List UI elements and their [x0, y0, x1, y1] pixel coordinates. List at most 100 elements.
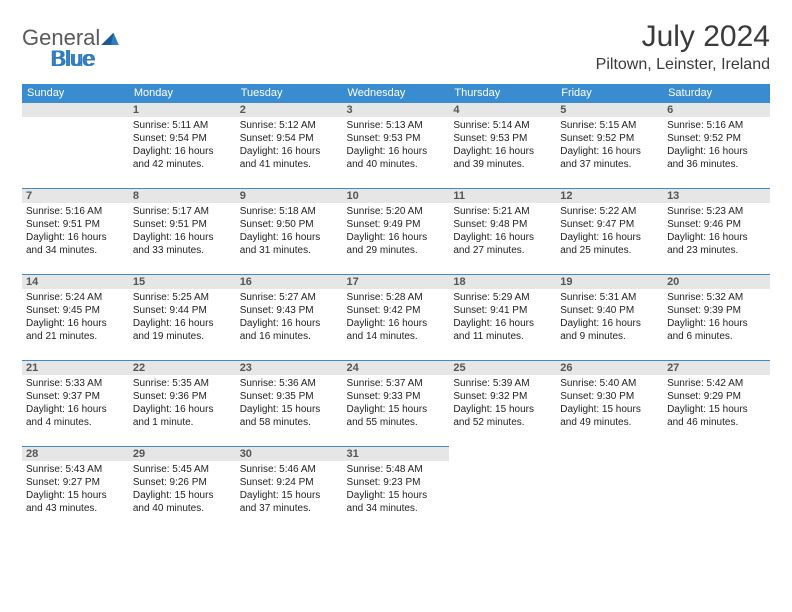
calendar-cell: 18Sunrise: 5:29 AMSunset: 9:41 PMDayligh… — [449, 274, 556, 360]
calendar-week-row: 28Sunrise: 5:43 AMSunset: 9:27 PMDayligh… — [22, 446, 770, 532]
day-number: 7 — [22, 188, 129, 203]
calendar-cell: 25Sunrise: 5:39 AMSunset: 9:32 PMDayligh… — [449, 360, 556, 446]
day-content: Sunrise: 5:17 AMSunset: 9:51 PMDaylight:… — [129, 203, 236, 257]
day-content: Sunrise: 5:31 AMSunset: 9:40 PMDaylight:… — [556, 289, 663, 343]
calendar-week-row: 7Sunrise: 5:16 AMSunset: 9:51 PMDaylight… — [22, 188, 770, 274]
day-content: Sunrise: 5:33 AMSunset: 9:37 PMDaylight:… — [22, 375, 129, 429]
day-number: 27 — [663, 360, 770, 375]
day-number: 28 — [22, 446, 129, 461]
day-number: 29 — [129, 446, 236, 461]
logo-triangle-icon — [101, 31, 119, 48]
calendar-cell: 27Sunrise: 5:42 AMSunset: 9:29 PMDayligh… — [663, 360, 770, 446]
day-content: Sunrise: 5:35 AMSunset: 9:36 PMDaylight:… — [129, 375, 236, 429]
day-content: Sunrise: 5:15 AMSunset: 9:52 PMDaylight:… — [556, 117, 663, 171]
calendar-cell: 12Sunrise: 5:22 AMSunset: 9:47 PMDayligh… — [556, 188, 663, 274]
day-content: Sunrise: 5:39 AMSunset: 9:32 PMDaylight:… — [449, 375, 556, 429]
day-number: 8 — [129, 188, 236, 203]
calendar-cell: 8Sunrise: 5:17 AMSunset: 9:51 PMDaylight… — [129, 188, 236, 274]
calendar-cell: 1Sunrise: 5:11 AMSunset: 9:54 PMDaylight… — [129, 102, 236, 188]
calendar-cell: 13Sunrise: 5:23 AMSunset: 9:46 PMDayligh… — [663, 188, 770, 274]
calendar-cell: 21Sunrise: 5:33 AMSunset: 9:37 PMDayligh… — [22, 360, 129, 446]
day-number: 17 — [343, 274, 450, 289]
day-number: 30 — [236, 446, 343, 461]
day-number: 19 — [556, 274, 663, 289]
day-number: 31 — [343, 446, 450, 461]
day-content: Sunrise: 5:14 AMSunset: 9:53 PMDaylight:… — [449, 117, 556, 171]
day-content: Sunrise: 5:18 AMSunset: 9:50 PMDaylight:… — [236, 203, 343, 257]
day-number: 22 — [129, 360, 236, 375]
day-content: Sunrise: 5:20 AMSunset: 9:49 PMDaylight:… — [343, 203, 450, 257]
day-content: Sunrise: 5:11 AMSunset: 9:54 PMDaylight:… — [129, 117, 236, 171]
day-number: 13 — [663, 188, 770, 203]
day-number: 14 — [22, 274, 129, 289]
day-number: 23 — [236, 360, 343, 375]
location-text: Piltown, Leinster, Ireland — [596, 56, 770, 74]
day-content: Sunrise: 5:42 AMSunset: 9:29 PMDaylight:… — [663, 375, 770, 429]
day-number: 2 — [236, 102, 343, 117]
day-number: 4 — [449, 102, 556, 117]
title-block: July 2024 Piltown, Leinster, Ireland — [596, 20, 770, 74]
calendar-cell: 6Sunrise: 5:16 AMSunset: 9:52 PMDaylight… — [663, 102, 770, 188]
calendar-cell: 9Sunrise: 5:18 AMSunset: 9:50 PMDaylight… — [236, 188, 343, 274]
day-number: 12 — [556, 188, 663, 203]
day-content: Sunrise: 5:27 AMSunset: 9:43 PMDaylight:… — [236, 289, 343, 343]
calendar-cell — [22, 102, 129, 188]
calendar-table: Sunday Monday Tuesday Wednesday Thursday… — [22, 84, 770, 532]
day-content: Sunrise: 5:43 AMSunset: 9:27 PMDaylight:… — [22, 461, 129, 515]
calendar-cell: 30Sunrise: 5:46 AMSunset: 9:24 PMDayligh… — [236, 446, 343, 532]
weekday-header: Saturday — [663, 84, 770, 102]
day-number: 16 — [236, 274, 343, 289]
day-content: Sunrise: 5:40 AMSunset: 9:30 PMDaylight:… — [556, 375, 663, 429]
weekday-header-row: Sunday Monday Tuesday Wednesday Thursday… — [22, 84, 770, 102]
calendar-cell: 7Sunrise: 5:16 AMSunset: 9:51 PMDaylight… — [22, 188, 129, 274]
calendar-cell — [663, 446, 770, 532]
day-number: 5 — [556, 102, 663, 117]
calendar-cell: 11Sunrise: 5:21 AMSunset: 9:48 PMDayligh… — [449, 188, 556, 274]
day-number: 11 — [449, 188, 556, 203]
day-content: Sunrise: 5:16 AMSunset: 9:51 PMDaylight:… — [22, 203, 129, 257]
weekday-header: Wednesday — [343, 84, 450, 102]
day-content: Sunrise: 5:36 AMSunset: 9:35 PMDaylight:… — [236, 375, 343, 429]
day-number: 24 — [343, 360, 450, 375]
day-content: Sunrise: 5:48 AMSunset: 9:23 PMDaylight:… — [343, 461, 450, 515]
day-number: 6 — [663, 102, 770, 117]
day-content: Sunrise: 5:25 AMSunset: 9:44 PMDaylight:… — [129, 289, 236, 343]
calendar-cell: 26Sunrise: 5:40 AMSunset: 9:30 PMDayligh… — [556, 360, 663, 446]
day-content: Sunrise: 5:12 AMSunset: 9:54 PMDaylight:… — [236, 117, 343, 171]
weekday-header: Friday — [556, 84, 663, 102]
empty-day-header — [22, 102, 129, 117]
calendar-cell — [449, 446, 556, 532]
month-title: July 2024 — [596, 20, 770, 54]
day-content: Sunrise: 5:45 AMSunset: 9:26 PMDaylight:… — [129, 461, 236, 515]
day-content: Sunrise: 5:32 AMSunset: 9:39 PMDaylight:… — [663, 289, 770, 343]
calendar-cell: 15Sunrise: 5:25 AMSunset: 9:44 PMDayligh… — [129, 274, 236, 360]
day-number: 1 — [129, 102, 236, 117]
day-content: Sunrise: 5:37 AMSunset: 9:33 PMDaylight:… — [343, 375, 450, 429]
day-content: Sunrise: 5:28 AMSunset: 9:42 PMDaylight:… — [343, 289, 450, 343]
day-content: Sunrise: 5:13 AMSunset: 9:53 PMDaylight:… — [343, 117, 450, 171]
day-content: Sunrise: 5:46 AMSunset: 9:24 PMDaylight:… — [236, 461, 343, 515]
day-content: Sunrise: 5:24 AMSunset: 9:45 PMDaylight:… — [22, 289, 129, 343]
day-number: 9 — [236, 188, 343, 203]
calendar-cell: 10Sunrise: 5:20 AMSunset: 9:49 PMDayligh… — [343, 188, 450, 274]
day-number: 3 — [343, 102, 450, 117]
day-content: Sunrise: 5:16 AMSunset: 9:52 PMDaylight:… — [663, 117, 770, 171]
weekday-header: Tuesday — [236, 84, 343, 102]
calendar-cell: 17Sunrise: 5:28 AMSunset: 9:42 PMDayligh… — [343, 274, 450, 360]
calendar-cell: 5Sunrise: 5:15 AMSunset: 9:52 PMDaylight… — [556, 102, 663, 188]
calendar-cell: 22Sunrise: 5:35 AMSunset: 9:36 PMDayligh… — [129, 360, 236, 446]
day-number: 21 — [22, 360, 129, 375]
calendar-cell: 29Sunrise: 5:45 AMSunset: 9:26 PMDayligh… — [129, 446, 236, 532]
calendar-cell: 19Sunrise: 5:31 AMSunset: 9:40 PMDayligh… — [556, 274, 663, 360]
day-content: Sunrise: 5:23 AMSunset: 9:46 PMDaylight:… — [663, 203, 770, 257]
header: GeneralBlue July 2024 Piltown, Leinster,… — [22, 20, 770, 74]
day-number: 15 — [129, 274, 236, 289]
calendar-cell — [556, 446, 663, 532]
weekday-header: Monday — [129, 84, 236, 102]
calendar-week-row: 21Sunrise: 5:33 AMSunset: 9:37 PMDayligh… — [22, 360, 770, 446]
day-content: Sunrise: 5:29 AMSunset: 9:41 PMDaylight:… — [449, 289, 556, 343]
day-number: 10 — [343, 188, 450, 203]
calendar-cell: 3Sunrise: 5:13 AMSunset: 9:53 PMDaylight… — [343, 102, 450, 188]
calendar-cell: 14Sunrise: 5:24 AMSunset: 9:45 PMDayligh… — [22, 274, 129, 360]
calendar-week-row: 14Sunrise: 5:24 AMSunset: 9:45 PMDayligh… — [22, 274, 770, 360]
